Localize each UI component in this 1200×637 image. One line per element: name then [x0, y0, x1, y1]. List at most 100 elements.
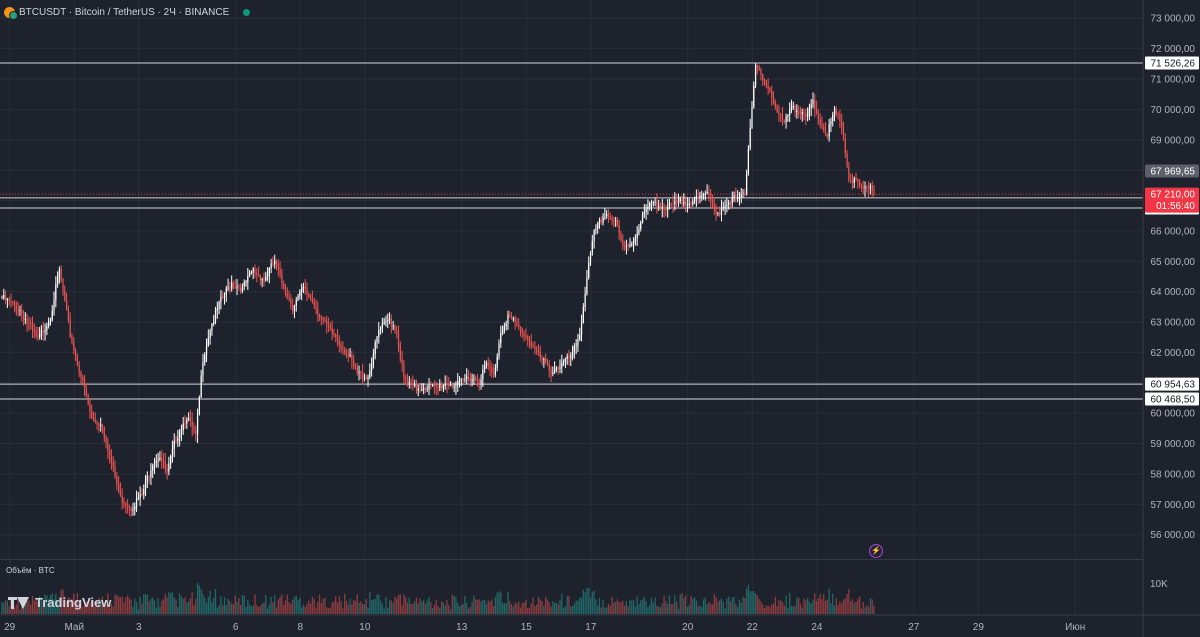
volume-bar [345, 600, 348, 614]
volume-bar [442, 602, 445, 614]
candle [182, 417, 184, 435]
candle [322, 316, 324, 325]
volume-bar [431, 608, 434, 614]
volume-bar [715, 597, 717, 614]
candle [378, 322, 380, 344]
candle-body [676, 200, 678, 202]
volume-bar [80, 599, 82, 614]
volume-bar [767, 605, 769, 614]
candle-body [776, 106, 778, 112]
volume-bar [392, 602, 394, 614]
candle-body [80, 372, 82, 378]
volume-bar [668, 595, 671, 614]
volume-bar [367, 607, 369, 614]
candle-body [42, 330, 44, 333]
volume-bar [288, 602, 290, 614]
candle-body [510, 316, 513, 319]
candle-body [647, 206, 649, 210]
candle [270, 258, 272, 274]
candle [283, 280, 285, 290]
candle [238, 283, 240, 291]
candle-body [87, 395, 89, 405]
candle-body [322, 318, 324, 321]
volume-bar [358, 602, 360, 614]
candle-body [561, 362, 563, 368]
time-tick-label: 29 [4, 622, 16, 633]
candle-body [740, 193, 742, 198]
volume-bar [749, 591, 751, 614]
volume-bar [265, 595, 267, 614]
volume-bar [534, 605, 536, 614]
candle [516, 317, 518, 327]
volume-bar [387, 607, 389, 614]
candle [478, 378, 480, 391]
candle [412, 375, 414, 391]
volume-bar [437, 606, 439, 614]
candle [597, 221, 599, 234]
candle-body [537, 351, 540, 353]
volume-bar [579, 597, 581, 614]
candle-body [257, 274, 260, 276]
candle-body [851, 180, 854, 183]
volume-bar [798, 597, 800, 614]
candle-body [826, 134, 828, 137]
volume-bar [763, 608, 766, 614]
candle-body [207, 338, 209, 346]
volume-bar [498, 592, 500, 614]
volume-bar [15, 604, 17, 614]
volume-bar [661, 603, 663, 614]
candle [304, 279, 306, 295]
candle [808, 103, 811, 121]
candle-body [173, 440, 175, 449]
symbol-header[interactable]: BTCUSDT · Bitcoin / TetherUS · 2Ч · BINA… [4, 4, 251, 20]
candle-body [760, 69, 762, 75]
candle-body [787, 115, 789, 117]
candle [369, 363, 371, 380]
candle-body [266, 275, 269, 277]
candle-body [672, 203, 674, 205]
candle [631, 241, 633, 247]
candle-body [489, 366, 491, 369]
volume-bar [631, 600, 633, 614]
tradingview-logo[interactable]: TradingView [8, 595, 111, 610]
volume-bar [256, 605, 258, 614]
time-tick-label: 22 [747, 622, 759, 633]
volume-bar [82, 606, 84, 614]
candle-body [464, 378, 466, 380]
candle-body [850, 179, 852, 181]
candle-body [431, 385, 434, 387]
volume-bar [548, 602, 550, 614]
lightning-alert-icon[interactable]: ⚡ [869, 544, 883, 558]
candle-body [742, 192, 744, 194]
candle [492, 364, 495, 379]
volume-bar [618, 601, 620, 614]
candle-body [440, 385, 443, 389]
candle-body [466, 376, 468, 379]
candle [423, 383, 425, 395]
candle-body [606, 214, 608, 216]
candle [424, 386, 427, 394]
candle-body [765, 82, 767, 86]
candle-body [710, 194, 712, 201]
volume-bar [650, 597, 653, 614]
price-tick-label: 58 000,00 [1151, 469, 1196, 480]
candle-body [749, 127, 751, 149]
volume-bar [410, 603, 412, 614]
candle-body [126, 505, 129, 508]
candle [216, 301, 218, 319]
candle-body [191, 420, 193, 428]
time-axis[interactable]: 29 Май 3 6 8 10 13 15 17 20 22 24 27 29 Июн [0, 614, 1200, 633]
candles[interactable] [1, 63, 875, 517]
candle [613, 216, 615, 228]
candle [82, 374, 84, 386]
candle-body [119, 490, 122, 496]
candle [701, 190, 703, 202]
candle-body [728, 202, 730, 205]
candle [742, 188, 744, 198]
volume-bar [46, 595, 48, 614]
candle [798, 105, 800, 118]
volume-bar [523, 602, 525, 614]
volume-bar [320, 602, 323, 614]
